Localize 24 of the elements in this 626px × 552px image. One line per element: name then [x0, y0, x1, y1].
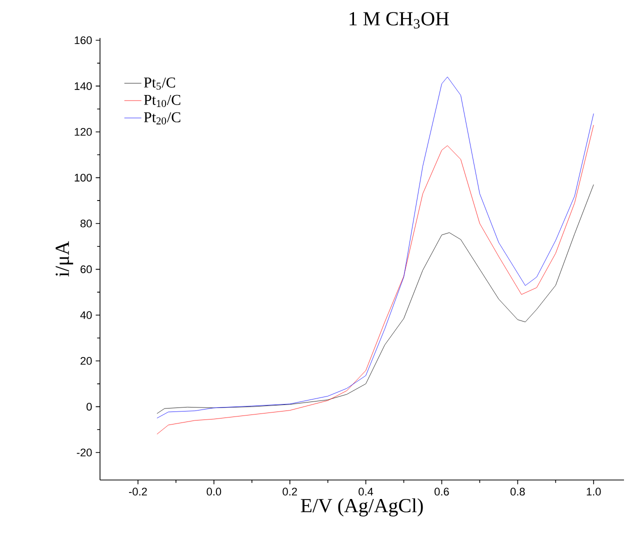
x-tick-label: 0.2: [282, 488, 297, 496]
line-series: [156, 76, 594, 418]
legend-label: Pt$_{10}$/C: [144, 94, 180, 108]
legend-label: Pt$_{20}$/C: [144, 112, 180, 124]
y-axis-title: i/μA: [56, 241, 74, 277]
x-tick-label: 0.6: [434, 488, 449, 496]
x-axis-title: E/V (Ag/AgCl): [300, 498, 423, 516]
y-tick-label: 120: [74, 128, 92, 136]
y-tick-label: 60: [80, 265, 92, 274]
y-tick-label: 100: [74, 174, 92, 182]
x-tick-label: 0.0: [206, 488, 222, 496]
y-tick-label: 20: [80, 357, 92, 365]
x-tick-label: 1.0: [586, 488, 601, 496]
x-tick-label: 0.8: [510, 488, 525, 496]
y-tick-label: 0: [86, 402, 92, 411]
y-tick-label: 160: [74, 36, 92, 44]
y-tick-label: -20: [76, 448, 92, 456]
legend-label: Pt$_{5}$/C: [144, 78, 176, 90]
chart-title: 1 M CH$_{3}$OH: [350, 12, 449, 28]
y-tick-label: 40: [80, 311, 92, 319]
y-tick-label: 140: [74, 82, 92, 90]
x-tick-label: 0.4: [358, 488, 374, 496]
x-tick-label: -0.2: [129, 488, 147, 496]
y-tick-label: 80: [80, 220, 92, 228]
